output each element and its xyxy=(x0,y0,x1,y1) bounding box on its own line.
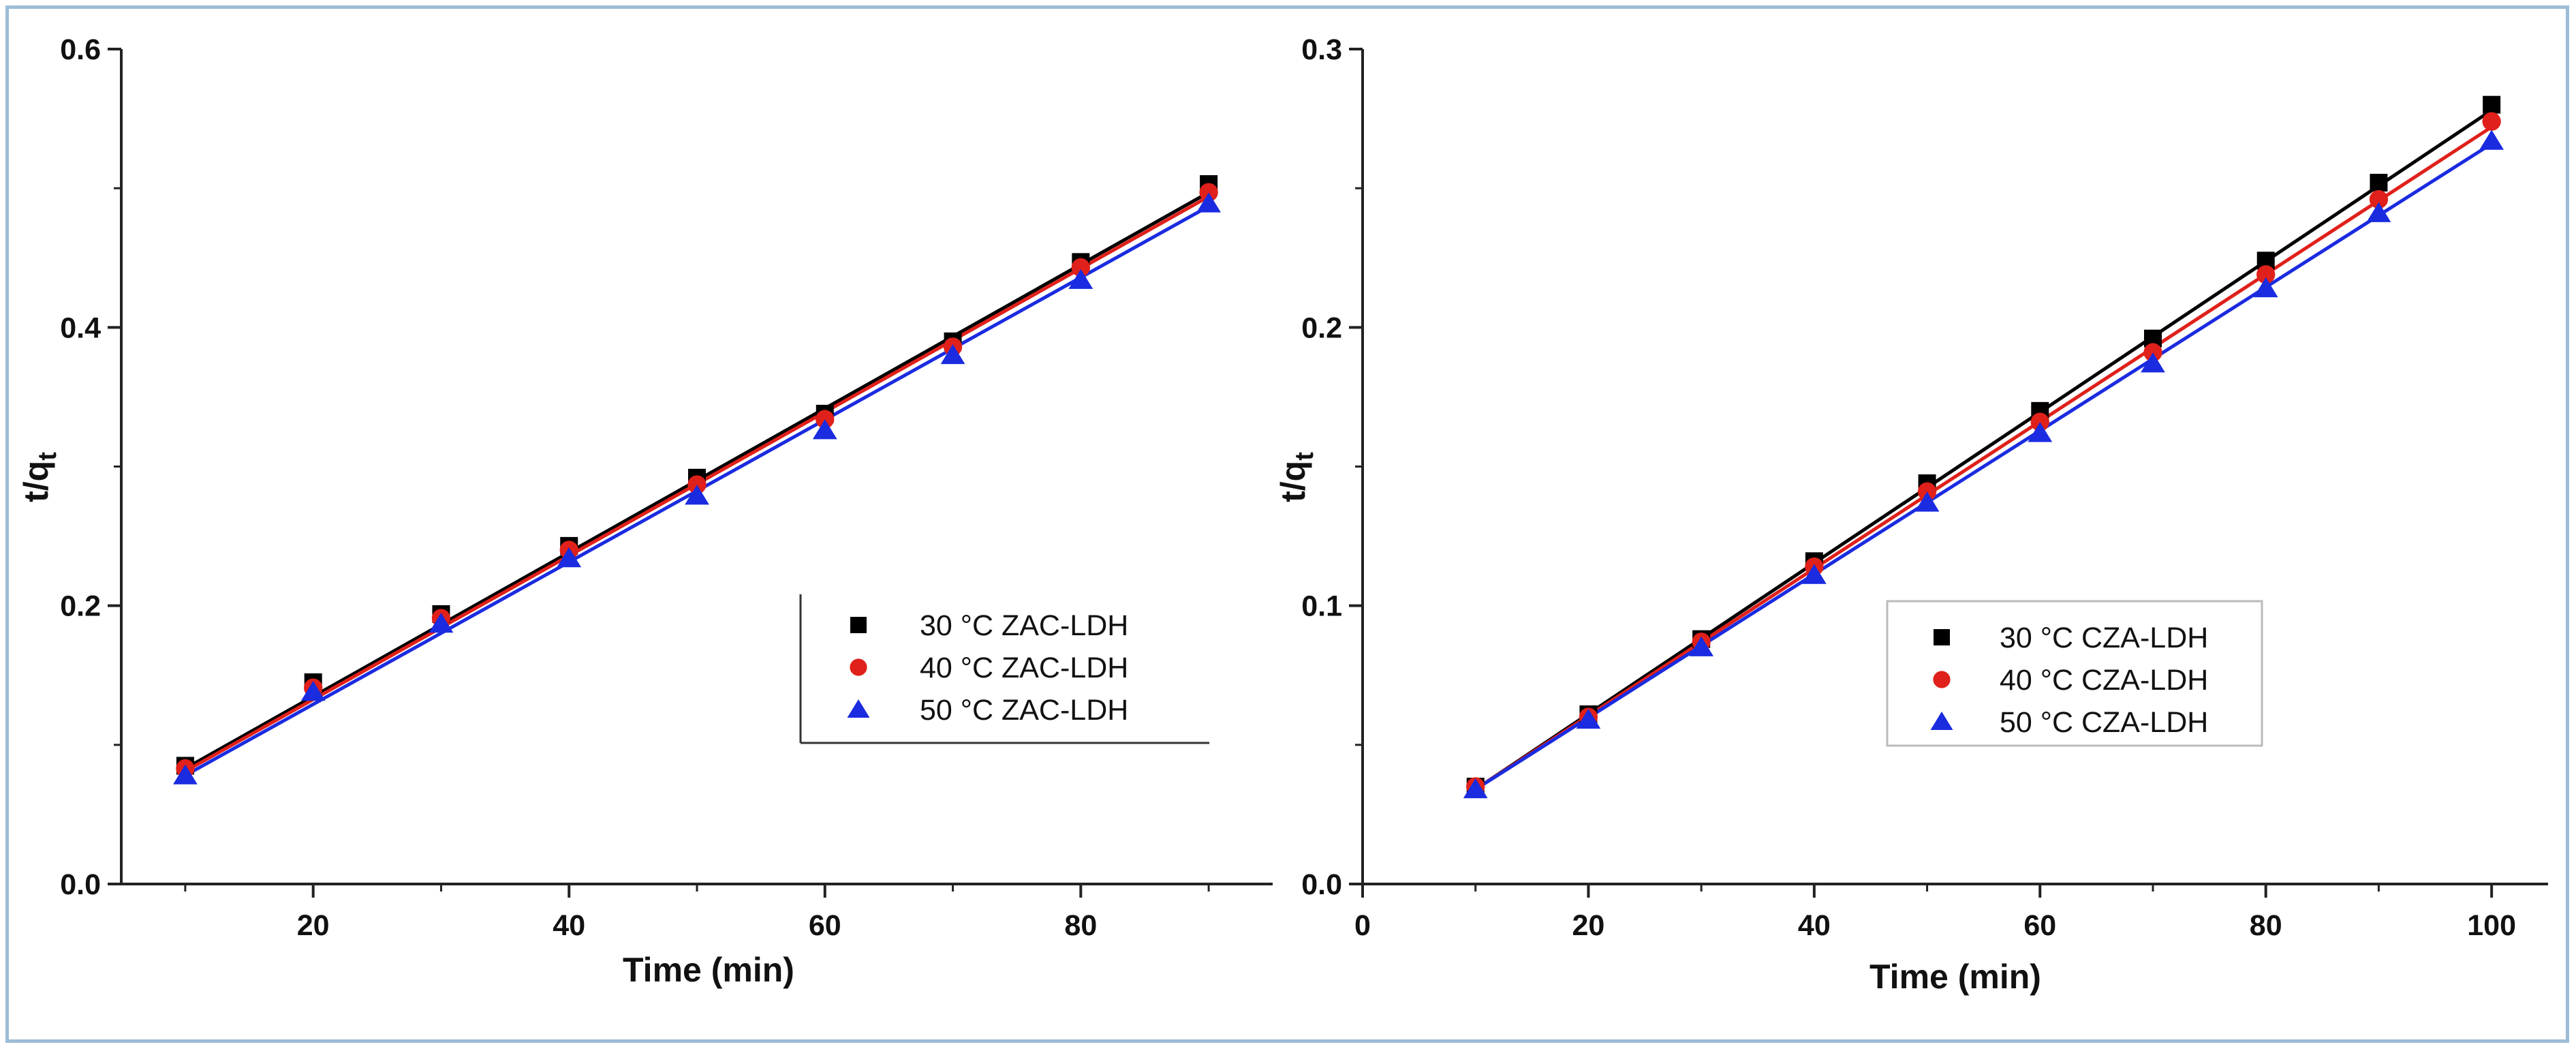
legend-label-30-c-cza-ldh: 30 °C CZA-LDH xyxy=(2000,622,2208,654)
legend-marker-50-c-cza-ldh xyxy=(1930,712,1953,730)
data-point-40-c-zac-ldh xyxy=(816,410,835,429)
legend-label-50-c-cza-ldh: 50 °C CZA-LDH xyxy=(2000,706,2208,739)
x-axis-title: Time (min) xyxy=(623,951,794,989)
data-point-30-c-cza-ldh xyxy=(2370,174,2388,192)
data-point-40-c-cza-ldh xyxy=(2256,265,2276,284)
x-tick-label: 0 xyxy=(1354,909,1371,942)
y-axis-title-subscript: t xyxy=(33,452,62,461)
x-tick-label: 60 xyxy=(2023,909,2056,942)
x-tick-label: 100 xyxy=(2467,909,2516,942)
legend-marker-40-c-zac-ldh xyxy=(850,658,867,676)
data-point-40-c-zac-ldh xyxy=(1199,183,1218,202)
y-axis-title: t/qt xyxy=(17,452,62,502)
y-tick-label: 0.2 xyxy=(60,590,101,623)
data-point-50-c-zac-ldh xyxy=(685,485,709,505)
data-point-40-c-cza-ldh xyxy=(2482,112,2501,131)
data-point-50-c-cza-ldh xyxy=(1689,636,1714,656)
data-point-50-c-zac-ldh xyxy=(557,547,582,568)
data-point-50-c-cza-ldh xyxy=(1801,564,1827,584)
y-axis-title-main: t/q xyxy=(17,461,55,502)
fit-line-50-c-cza-ldh xyxy=(1474,142,2493,791)
y-tick-label: 0.3 xyxy=(1301,33,1342,66)
y-tick-label: 0.0 xyxy=(1301,868,1342,901)
figure-frame xyxy=(5,5,2569,1043)
x-tick-label: 80 xyxy=(2250,909,2282,942)
data-point-50-c-cza-ldh xyxy=(2253,277,2278,298)
data-point-50-c-zac-ldh xyxy=(1196,192,1221,213)
chart-cza-ldh: 0.0 0.1 0.2 0.3 0 20 40 60 80 100 Time (min) t/qt 30… xyxy=(1274,33,2548,996)
chart-zac-ldh: 0.0 0.2 0.4 0.6 20 40 60 80 Time (min) t/qt 30 °C … xyxy=(17,33,1273,989)
fit-line-40-c-cza-ldh xyxy=(1474,125,2493,791)
data-point-50-c-cza-ldh xyxy=(2028,422,2053,442)
legend-marker-50-c-zac-ldh xyxy=(847,699,870,718)
legend-box xyxy=(1886,600,2263,747)
data-point-50-c-cza-ldh xyxy=(1914,491,1940,512)
data-point-40-c-zac-ldh xyxy=(687,475,707,494)
legend-marker-40-c-cza-ldh xyxy=(1933,671,1951,688)
data-point-50-c-zac-ldh xyxy=(429,612,454,633)
data-point-50-c-cza-ldh xyxy=(2141,352,2165,373)
legend-label-40-c-cza-ldh: 40 °C CZA-LDH xyxy=(2000,664,2208,697)
data-point-50-c-cza-ldh xyxy=(1576,708,1601,729)
legend-marker-30-c-zac-ldh xyxy=(850,617,867,633)
data-point-50-c-cza-ldh xyxy=(1463,778,1488,799)
y-tick-label: 0.4 xyxy=(60,311,101,344)
y-axis-title: t/qt xyxy=(1274,452,1319,502)
y-axis-title-subscript: t xyxy=(1290,452,1319,461)
data-point-40-c-zac-ldh xyxy=(1071,258,1090,277)
x-tick-label: 80 xyxy=(1064,909,1097,942)
data-point-50-c-zac-ldh xyxy=(173,764,198,785)
y-tick-label: 0.1 xyxy=(1301,590,1342,623)
x-tick-label: 20 xyxy=(297,909,330,942)
legend-label-30-c-zac-ldh: 30 °C ZAC-LDH xyxy=(920,609,1128,642)
fit-line-30-c-cza-ldh xyxy=(1474,108,2493,791)
x-tick-label: 60 xyxy=(809,909,841,942)
data-point-50-c-cza-ldh xyxy=(2366,202,2391,222)
data-point-50-c-zac-ldh xyxy=(940,344,965,365)
y-tick-label: 0.0 xyxy=(60,868,101,901)
data-point-50-c-zac-ldh xyxy=(812,419,837,440)
data-point-40-c-cza-ldh xyxy=(2369,189,2389,209)
y-tick-label: 0.6 xyxy=(60,33,101,66)
legend-label-50-c-zac-ldh: 50 °C ZAC-LDH xyxy=(920,694,1128,727)
data-point-40-c-cza-ldh xyxy=(1917,482,1937,501)
data-point-50-c-zac-ldh xyxy=(1068,269,1093,289)
x-tick-label: 20 xyxy=(1572,909,1605,942)
x-tick-label: 40 xyxy=(1798,909,1831,942)
y-axis-title-main: t/q xyxy=(1274,461,1312,502)
x-axis-title: Time (min) xyxy=(1869,958,2041,996)
data-point-30-c-cza-ldh xyxy=(2483,95,2501,114)
data-point-40-c-cza-ldh xyxy=(2030,412,2049,431)
legend-marker-30-c-cza-ldh xyxy=(1934,629,1950,645)
data-point-50-c-zac-ldh xyxy=(300,681,326,701)
legend-label-40-c-zac-ldh: 40 °C ZAC-LDH xyxy=(920,652,1128,684)
data-point-50-c-cza-ldh xyxy=(2479,130,2504,150)
data-point-40-c-cza-ldh xyxy=(2143,343,2162,362)
x-tick-label: 40 xyxy=(553,909,585,942)
y-tick-label: 0.2 xyxy=(1301,311,1342,344)
